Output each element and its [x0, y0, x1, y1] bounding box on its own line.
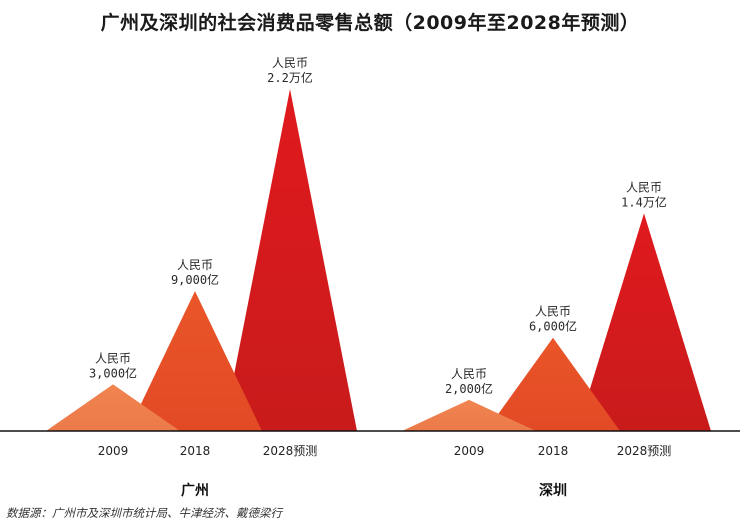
value-label-prefix-guangzhou-2009: 人民币 [95, 351, 131, 365]
tick-label-shenzhen-2028: 2028预测 [617, 444, 672, 458]
chart-title: 广州及深圳的社会消费品零售总额（2009年至2028年预测） [100, 12, 640, 34]
group-label-guangzhou: 广州 [181, 482, 209, 499]
value-label-shenzhen-2009: 2,000亿 [445, 381, 493, 396]
group-label-shenzhen: 深圳 [539, 482, 567, 499]
value-label-shenzhen-2018: 6,000亿 [529, 319, 577, 334]
value-label-shenzhen-2028: 1.4万亿 [621, 194, 667, 209]
peak-shenzhen-2028 [577, 213, 711, 431]
peak-guangzhou-2009 [46, 384, 180, 431]
peak-guangzhou-2018 [128, 291, 262, 431]
value-label-prefix-shenzhen-2028: 人民币 [626, 180, 662, 194]
peak-shenzhen-2009 [402, 399, 536, 431]
value-label-guangzhou-2028: 2.2万亿 [267, 70, 313, 85]
tick-label-guangzhou-2009: 2009 [98, 444, 129, 458]
tick-label-shenzhen-2018: 2018 [538, 444, 569, 458]
peak-shenzhen-2018 [486, 337, 620, 431]
chart-labels: 人民币3,000亿2009人民币9,000亿2018人民币2.2万亿2028预测… [89, 56, 671, 499]
value-label-guangzhou-2018: 9,000亿 [171, 272, 219, 287]
chart-marks [46, 89, 711, 431]
source-note: 数据源：广州市及深圳市统计局、牛津经济、戴德梁行 [6, 506, 282, 520]
value-label-prefix-shenzhen-2009: 人民币 [451, 367, 487, 381]
value-label-prefix-guangzhou-2018: 人民币 [177, 258, 213, 272]
value-label-guangzhou-2009: 3,000亿 [89, 365, 137, 380]
value-label-prefix-guangzhou-2028: 人民币 [272, 56, 308, 70]
value-label-prefix-shenzhen-2018: 人民币 [535, 305, 571, 319]
tick-label-guangzhou-2018: 2018 [180, 444, 211, 458]
tick-label-guangzhou-2028: 2028预测 [263, 444, 318, 458]
tick-label-shenzhen-2009: 2009 [454, 444, 485, 458]
peak-guangzhou-2028 [223, 89, 357, 431]
